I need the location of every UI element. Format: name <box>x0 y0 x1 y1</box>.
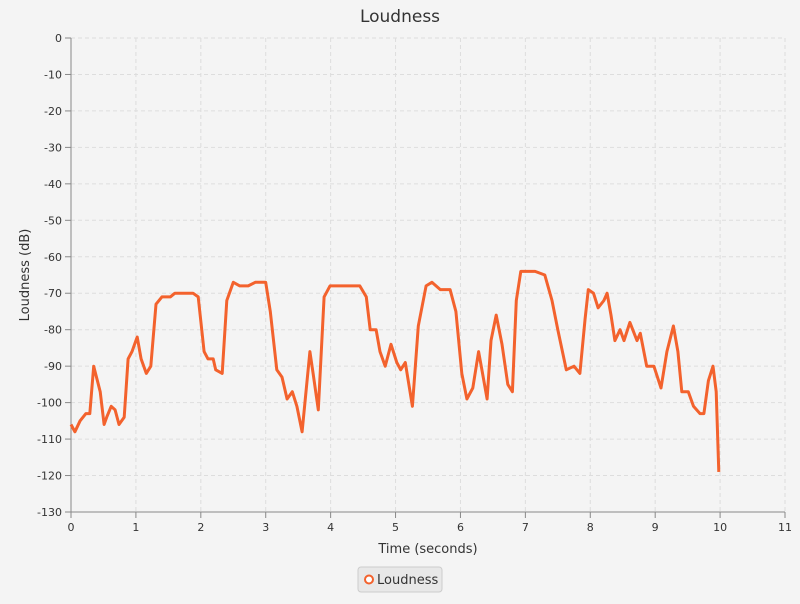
y-tick-label: -60 <box>44 251 62 264</box>
y-axis-label: Loudness (dB) <box>18 229 33 322</box>
y-tick-label: -40 <box>44 178 62 191</box>
y-tick-label: -20 <box>44 105 62 118</box>
x-tick-label: 8 <box>587 521 594 534</box>
x-tick-label: 11 <box>778 521 792 534</box>
y-tick-label: -10 <box>44 68 62 81</box>
line-series <box>69 269 721 472</box>
y-tick-label: -130 <box>37 506 62 519</box>
y-tick-label: -90 <box>44 360 62 373</box>
x-tick-label: 10 <box>713 521 727 534</box>
x-tick-label: 3 <box>262 521 269 534</box>
y-tick-label: -30 <box>44 141 62 154</box>
legend-symbol <box>364 574 374 585</box>
x-tick-label: 1 <box>132 521 139 534</box>
x-tick-label: 2 <box>197 521 204 534</box>
legend-box <box>357 566 443 593</box>
y-tick-label: -120 <box>37 470 62 483</box>
x-tick-label: 9 <box>652 521 659 534</box>
y-tick-label: -80 <box>44 324 62 337</box>
y-tick-label: -100 <box>37 397 62 410</box>
y-tick-label: -50 <box>44 214 62 227</box>
x-tick-label: 5 <box>392 521 399 534</box>
x-tick-label: 7 <box>522 521 529 534</box>
y-tick-label: 0 <box>55 32 62 45</box>
plot-area <box>71 38 785 512</box>
y-tick-label: -70 <box>44 287 62 300</box>
y-tick-label: -110 <box>37 433 62 446</box>
x-axis-label: Time (seconds) <box>377 542 477 557</box>
x-tick-label: 6 <box>457 521 464 534</box>
legend-label: Loudness <box>377 573 438 588</box>
chart-title: Loudness <box>360 7 440 27</box>
x-tick-label: 0 <box>68 521 75 534</box>
x-tick-label: 4 <box>327 521 334 534</box>
